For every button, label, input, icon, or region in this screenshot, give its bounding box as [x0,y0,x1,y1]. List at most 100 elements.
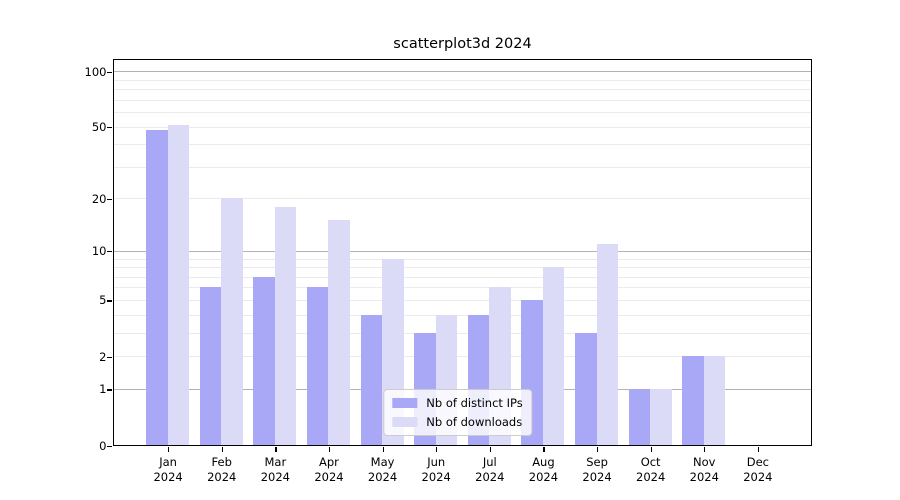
x-tick-year: 2024 [528,470,559,484]
bar-downloads-apr-2024 [328,220,350,445]
bar-distinct-ips-jan-2024 [146,129,168,445]
y-tick-label-20: 20 [91,191,107,206]
x-tick-year: 2024 [367,470,398,484]
y-tick-label-1: 1 [99,382,107,397]
y-tick-100 [107,71,112,73]
y-gridline-minor-20 [114,198,811,200]
bar-downloads-jan-2024 [167,124,190,445]
bar-distinct-ips-mar-2024 [253,276,275,445]
x-tick-month: May [370,454,395,469]
y-tick-label-100: 100 [84,64,107,79]
y-gridline-minor-5 [114,299,811,301]
y-tick-label-2: 2 [99,349,107,364]
legend-swatch-distinct-ips [392,398,418,408]
x-tick-7 [489,447,491,452]
y-gridline-minor-8 [114,267,811,269]
bar-distinct-ips-apr-2024 [307,287,329,445]
x-tick-year: 2024 [260,470,290,484]
plot-area: Nb of distinct IPs Nb of downloads [113,59,812,446]
bar-distinct-ips-oct-2024 [628,388,651,445]
x-tick-label-sep-2024: Sep 2024 [582,455,611,486]
x-tick-10 [650,447,652,452]
x-tick-6 [436,447,438,452]
x-tick-year: 2024 [314,470,344,484]
y-gridline-minor-70 [114,99,811,101]
bar-downloads-sep-2024 [596,243,618,445]
x-tick-label-oct-2024: Oct 2024 [636,455,665,486]
y-gridline-minor-2 [114,356,811,358]
x-tick-label-jul-2024: Jul 2024 [475,455,504,486]
y-tick-50 [107,127,112,129]
x-tick-year: 2024 [207,470,237,484]
x-tick-1 [168,447,170,452]
x-tick-month: Nov [693,454,716,469]
x-tick-year: 2024 [475,470,505,484]
x-tick-month: Jun [427,454,446,469]
x-tick-month: Dec [746,454,769,469]
y-gridline-minor-60 [114,112,811,114]
y-tick-20 [107,198,112,201]
bar-distinct-ips-may-2024 [360,314,383,445]
bar-distinct-ips-nov-2024 [682,356,704,445]
y-gridline-minor-30 [114,166,811,168]
x-tick-3 [275,447,277,452]
y-tick-label-5: 5 [99,293,107,308]
x-tick-5 [382,447,384,452]
legend-item-distinct-ips: Nb of distinct IPs [392,396,523,410]
y-gridline-minor-50 [114,126,811,128]
legend-swatch-downloads [392,417,418,427]
y-tick-0 [107,445,112,447]
bar-distinct-ips-feb-2024 [199,287,222,445]
y-gridline-minor-9 [114,258,811,260]
x-tick-2 [221,447,223,452]
y-tick-label-0: 0 [99,438,107,453]
x-tick-label-mar-2024: Mar 2024 [261,455,290,486]
x-tick-month: Aug [532,454,555,469]
y-tick-10 [107,251,112,253]
bar-downloads-oct-2024 [650,388,672,445]
y-gridline-minor-3 [114,332,811,334]
y-tick-1 [107,389,112,391]
y-gridline-minor-4 [114,314,811,316]
x-tick-year: 2024 [153,470,183,484]
bar-downloads-mar-2024 [274,206,297,445]
x-tick-label-jan-2024: Jan 2024 [153,455,182,486]
bar-downloads-nov-2024 [703,356,726,445]
legend-label-distinct-ips: Nb of distinct IPs [426,396,523,410]
x-tick-month: Jul [482,454,497,469]
x-tick-year: 2024 [743,470,773,484]
y-gridline-minor-80 [114,89,811,91]
y-gridline-minor-6 [114,287,811,289]
x-tick-label-jun-2024: Jun 2024 [422,455,451,486]
x-tick-11 [704,447,706,452]
y-gridline-minor-90 [114,79,811,81]
y-tick-2 [107,356,112,358]
legend-label-downloads: Nb of downloads [426,415,523,429]
x-tick-year: 2024 [689,470,719,484]
y-tick-label-50: 50 [91,120,107,135]
x-tick-year: 2024 [421,470,451,484]
y-gridline-major-100 [114,71,811,73]
y-gridline-major-10 [114,250,811,252]
bar-distinct-ips-sep-2024 [575,332,597,445]
x-tick-9 [597,447,599,452]
x-tick-month: Sep [586,454,608,469]
x-tick-month: Feb [211,454,232,469]
x-tick-month: Jan [159,454,177,469]
y-tick-label-10: 10 [91,244,107,259]
x-tick-year: 2024 [636,470,666,484]
chart-title: scatterplot3d 2024 [393,36,532,52]
x-tick-month: Apr [319,454,339,469]
x-tick-month: Mar [264,454,287,469]
x-tick-12 [757,447,760,452]
x-tick-8 [543,447,545,452]
bar-downloads-aug-2024 [542,267,565,445]
y-gridline-minor-40 [114,144,811,146]
x-tick-label-aug-2024: Aug 2024 [529,455,558,486]
legend-item-downloads: Nb of downloads [392,415,522,429]
x-tick-label-feb-2024: Feb 2024 [207,455,236,486]
x-tick-month: Oct [640,454,661,469]
x-tick-4 [328,447,331,452]
x-tick-label-apr-2024: Apr 2024 [314,455,343,486]
